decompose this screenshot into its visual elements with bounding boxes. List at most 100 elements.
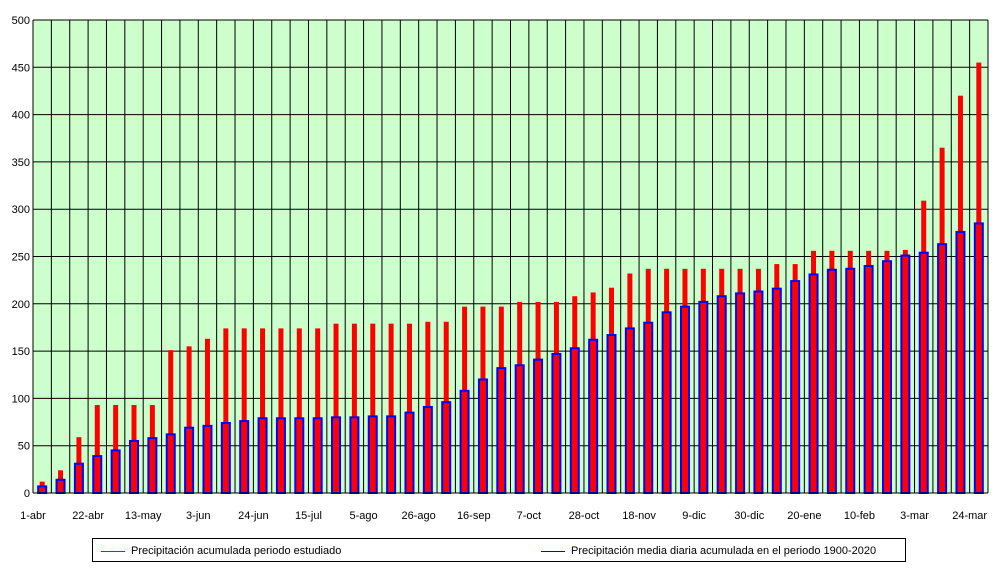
bar-historical-mean — [973, 222, 984, 494]
bar-historical-mean — [790, 280, 801, 495]
y-tick-label: 300 — [12, 204, 30, 216]
bar-historical-mean — [569, 347, 580, 494]
bar-historical-mean — [900, 254, 911, 494]
bar-historical-mean — [826, 268, 837, 494]
bar-historical-mean — [165, 433, 176, 494]
bar-historical-mean — [37, 485, 48, 494]
bar-accumulated — [94, 405, 100, 493]
bar-accumulated — [278, 328, 284, 493]
bar-historical-mean — [404, 411, 415, 494]
legend-item-historical-mean: Precipitación media diaria acumulada en … — [541, 544, 876, 558]
bar-historical-mean — [147, 437, 158, 494]
bar-historical-mean — [110, 449, 121, 494]
bar-historical-mean — [477, 378, 488, 495]
bar-historical-mean — [129, 439, 140, 494]
bar-accumulated — [388, 323, 394, 493]
bar-historical-mean — [386, 415, 397, 494]
bar-historical-mean — [845, 267, 856, 494]
bar-accumulated — [186, 346, 192, 493]
bar-accumulated — [223, 328, 229, 493]
bar-historical-mean — [496, 367, 507, 494]
bar-historical-mean — [441, 401, 452, 494]
y-tick-label: 400 — [12, 110, 30, 122]
bar-historical-mean — [661, 311, 672, 494]
bar-historical-mean — [735, 292, 746, 495]
y-tick-label: 450 — [12, 62, 30, 74]
bar-historical-mean — [753, 290, 764, 495]
bar-historical-mean — [220, 421, 231, 494]
bar-historical-mean — [937, 243, 948, 494]
x-tick-label: 24-mar — [952, 510, 987, 522]
bar-historical-mean — [698, 300, 709, 494]
bar-historical-mean — [643, 321, 654, 494]
x-tick-label: 15-jul — [295, 510, 322, 522]
legend: Precipitación acumulada periodo estudiad… — [92, 538, 906, 562]
bar-historical-mean — [422, 405, 433, 494]
x-tick-label: 1-abr — [20, 510, 46, 522]
bar-historical-mean — [514, 364, 525, 495]
bar-historical-mean — [716, 295, 727, 494]
bar-historical-mean — [881, 260, 892, 495]
x-tick-label: 3-jun — [186, 510, 210, 522]
bar-accumulated — [260, 328, 266, 493]
bar-historical-mean — [202, 424, 213, 495]
legend-swatch-red — [101, 550, 125, 552]
bar-historical-mean — [624, 327, 635, 494]
bar-historical-mean — [533, 358, 544, 495]
y-tick-label: 200 — [12, 299, 30, 311]
x-tick-label: 5-ago — [350, 510, 378, 522]
bar-historical-mean — [331, 416, 342, 495]
x-tick-label: 30-dic — [734, 510, 764, 522]
bar-historical-mean — [257, 417, 268, 494]
x-tick-label: 7-oct — [517, 510, 541, 522]
x-tick-label: 26-ago — [402, 510, 436, 522]
x-tick-label: 20-ene — [787, 510, 821, 522]
bar-historical-mean — [55, 478, 66, 495]
x-tick-label: 3-mar — [900, 510, 929, 522]
bar-historical-mean — [459, 389, 470, 494]
y-tick-label: 50 — [18, 441, 30, 453]
bar-accumulated — [315, 328, 321, 493]
bar-historical-mean — [349, 416, 360, 495]
x-tick-label: 13-may — [125, 510, 162, 522]
bar-accumulated — [113, 405, 119, 493]
y-tick-label: 250 — [12, 252, 30, 264]
bar-accumulated — [168, 350, 174, 493]
y-tick-label: 350 — [12, 157, 30, 169]
bar-accumulated — [296, 328, 302, 493]
bar-historical-mean — [679, 305, 690, 494]
bar-accumulated — [204, 338, 210, 493]
legend-label-historical-mean: Precipitación media diaria acumulada en … — [571, 545, 877, 557]
x-tick-label: 22-abr — [72, 510, 104, 522]
bar-historical-mean — [312, 417, 323, 494]
y-tick-label: 100 — [12, 393, 30, 405]
x-tick-label: 9-dic — [682, 510, 706, 522]
bar-historical-mean — [606, 334, 617, 494]
bar-historical-mean — [588, 338, 599, 494]
y-tick-label: 0 — [24, 488, 30, 500]
x-tick-label: 24-jun — [238, 510, 269, 522]
bar-historical-mean — [808, 273, 819, 494]
x-tick-label: 16-sep — [457, 510, 491, 522]
bar-historical-mean — [92, 455, 103, 494]
bar-historical-mean — [771, 287, 782, 494]
bar-historical-mean — [73, 462, 84, 495]
bar-historical-mean — [955, 230, 966, 495]
x-tick-label: 18-nov — [622, 510, 656, 522]
bar-historical-mean — [184, 426, 195, 495]
legend-label-accumulated: Precipitación acumulada periodo estudiad… — [131, 545, 342, 557]
bar-accumulated — [351, 323, 357, 493]
bar-historical-mean — [863, 264, 874, 494]
bar-accumulated — [241, 328, 247, 493]
bar-historical-mean — [294, 417, 305, 494]
x-tick-label: 28-oct — [569, 510, 600, 522]
legend-swatch-blue — [541, 550, 565, 552]
bar-accumulated — [370, 323, 376, 493]
legend-item-accumulated: Precipitación acumulada periodo estudiad… — [101, 544, 341, 558]
bar-accumulated — [333, 323, 339, 493]
bar-accumulated — [406, 323, 412, 493]
bar-historical-mean — [367, 415, 378, 494]
y-tick-label: 150 — [12, 346, 30, 358]
